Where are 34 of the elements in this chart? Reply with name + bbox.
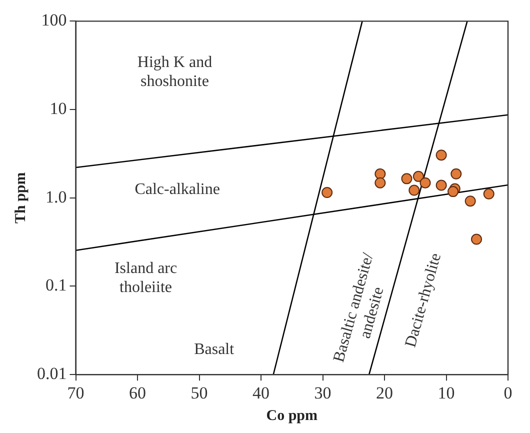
x-tick-label: 0 [504,383,512,402]
point [420,177,431,188]
x-tick-label: 20 [376,383,393,402]
point [471,234,482,245]
point [464,196,476,207]
point [448,186,459,198]
y-tick-label: 0.01 [37,364,67,384]
x-tick-label: 30 [314,383,332,402]
point [374,177,386,188]
point [436,150,447,161]
annotation: Basaltic andesite/ andesite [330,250,388,364]
x-tick-label: 50 [190,383,208,402]
point [408,184,420,196]
y-tick-label: 1.0 [46,187,67,206]
point [483,188,494,200]
x-tick-label: 10 [438,383,455,402]
point [322,187,333,198]
y-tick-label: 0.1 [46,276,67,295]
point [436,180,447,191]
x-tick-label: 70 [67,383,84,402]
y-tick-label: 100 [41,10,67,30]
point [374,168,386,180]
y-axis-title: Th ppm [12,172,29,224]
x-axis-title: Co ppm [266,408,318,424]
point [412,170,424,182]
point [401,173,412,184]
x-tick-label: 60 [129,383,146,402]
y-tick-label: 10 [50,99,67,118]
annotation: Island arc tholeiite [114,260,178,296]
annotation: Calc-alkaline [134,180,220,198]
annotation: High K and shoshonite [137,54,212,90]
annotation: Basalt [194,341,235,358]
point [450,168,462,180]
x-tick-label: 40 [252,383,270,402]
